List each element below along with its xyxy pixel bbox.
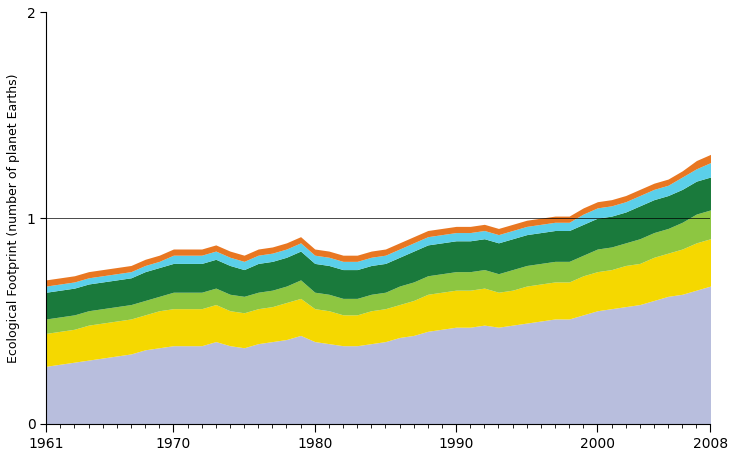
Y-axis label: Ecological Footprint (number of planet Earths): Ecological Footprint (number of planet E… — [7, 73, 20, 363]
